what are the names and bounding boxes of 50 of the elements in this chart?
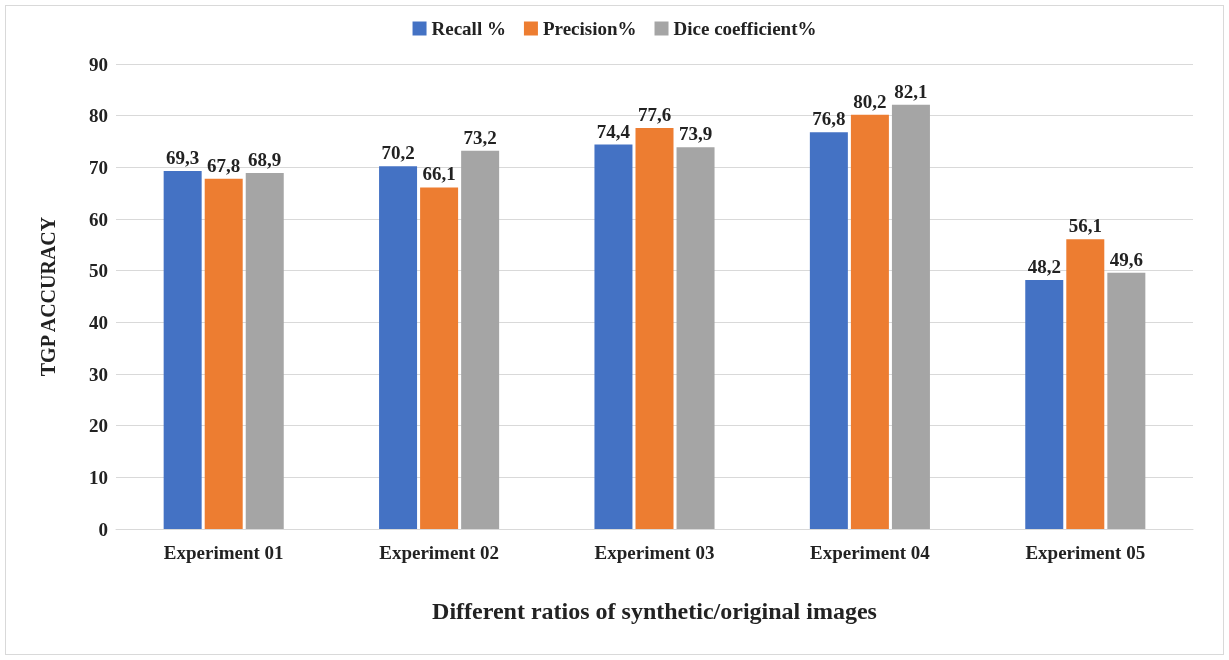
y-tick-label: 50: [89, 260, 108, 282]
data-label: 77,6: [637, 104, 672, 126]
data-label: 67,8: [207, 154, 241, 176]
y-tick-label: 60: [89, 208, 108, 230]
legend-label: Precision%: [542, 18, 637, 39]
data-label: 74,4: [596, 120, 631, 142]
x-tick-label: Experiment 03: [594, 542, 715, 563]
legend-label: Dice coefficient%: [673, 18, 817, 39]
data-label: 69,3: [166, 146, 200, 168]
legend-label: Recall %: [431, 18, 506, 39]
x-tick-label: Experiment 02: [379, 542, 499, 563]
bar: [420, 187, 459, 529]
data-label: 49,6: [1109, 248, 1143, 270]
y-tick-label: 0: [98, 518, 108, 540]
bar: [676, 147, 715, 529]
data-label: 56,1: [1068, 215, 1102, 237]
bar: [461, 150, 500, 529]
data-label: 80,2: [853, 90, 887, 112]
data-label: 66,1: [422, 163, 456, 185]
data-label: 73,9: [678, 123, 713, 145]
bar: [850, 114, 889, 529]
x-tick-label: Experiment 01: [163, 542, 284, 563]
bar: [1066, 239, 1105, 529]
y-tick-label: 90: [89, 53, 108, 75]
bar: [1107, 272, 1146, 529]
y-tick-label: 10: [89, 466, 108, 488]
y-tick-label: 30: [89, 363, 108, 385]
y-tick-label: 80: [89, 105, 108, 127]
y-axis-title: TGP ACCURACY: [37, 216, 59, 377]
data-label: 70,2: [381, 142, 415, 164]
data-label: 76,8: [812, 108, 846, 130]
bar: [163, 170, 202, 529]
bar: [809, 132, 848, 529]
x-tick-label: Experiment 04: [810, 542, 931, 563]
bar: [594, 144, 633, 529]
y-tick-label: 40: [89, 311, 108, 333]
data-label: 68,9: [248, 149, 282, 171]
data-label: 73,2: [463, 126, 497, 148]
y-tick-label: 70: [89, 156, 108, 178]
bar: [1025, 279, 1064, 529]
bar: [204, 178, 243, 529]
x-axis-title: Different ratios of synthetic/original images: [432, 598, 877, 624]
data-label: 82,1: [894, 80, 928, 102]
bar: [635, 128, 674, 529]
y-tick-label: 20: [89, 415, 108, 437]
data-label: 48,2: [1027, 255, 1061, 277]
bar: [379, 166, 418, 529]
bar: [245, 173, 284, 529]
bar: [891, 104, 930, 529]
x-tick-label: Experiment 05: [1025, 542, 1146, 563]
